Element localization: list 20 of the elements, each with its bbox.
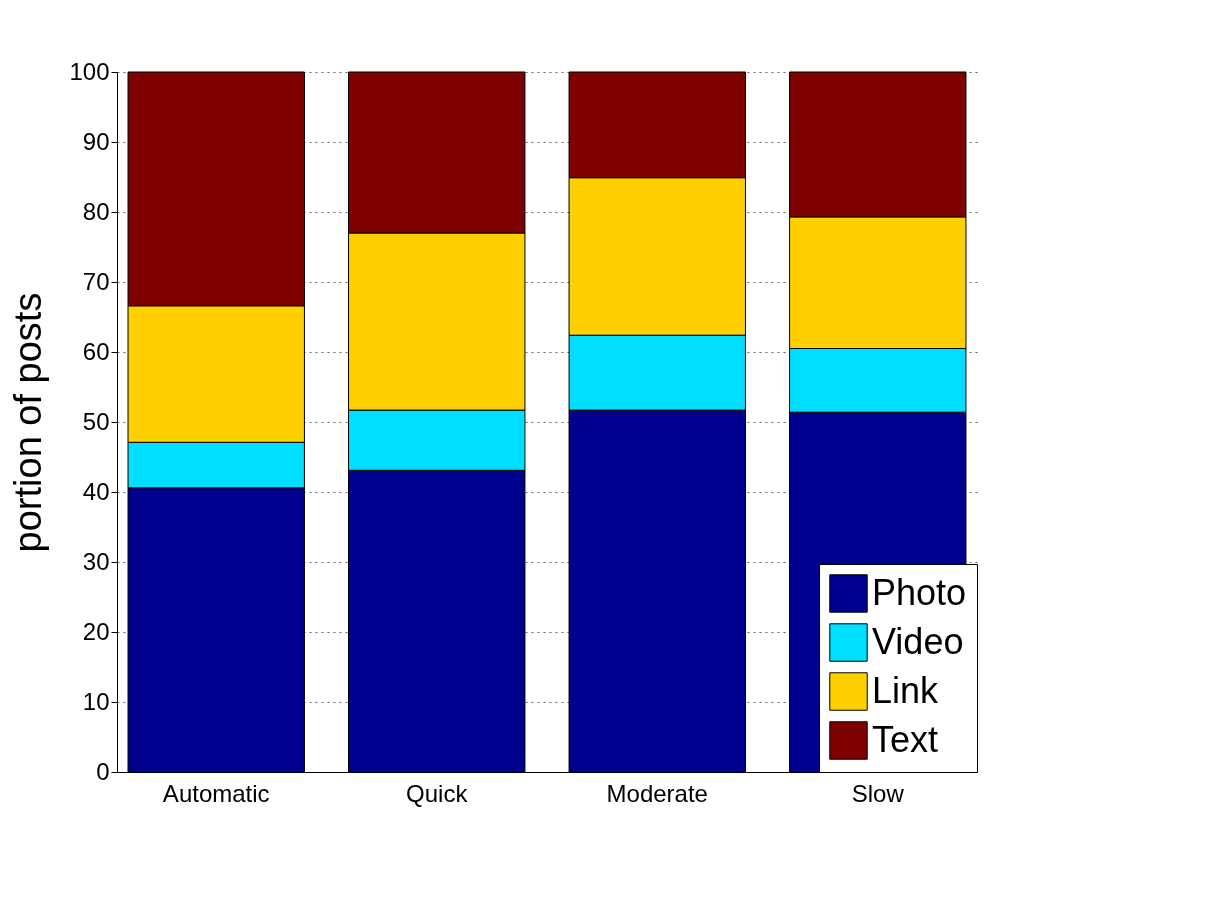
x-tick-label: Slow [851,779,905,807]
x-tick-label: Automatic [162,779,270,807]
y-tick-label: 100 [69,57,110,85]
y-axis-title: portion of posts [7,292,50,553]
y-tick-label: 10 [82,687,110,715]
legend-label: Photo [872,571,967,613]
y-tick-label: 90 [82,127,110,155]
y-tick-label: 40 [82,477,110,505]
legend-label: Text [872,718,939,760]
y-tick-label: 20 [82,617,110,645]
x-tick-label: Moderate [606,779,708,807]
x-tick-label: Quick [406,779,469,807]
y-tick-label: 60 [82,337,110,365]
y-tick-label: 70 [82,267,110,295]
legend-label: Link [872,669,940,711]
y-tick-label: 30 [82,547,110,575]
y-tick-label: 50 [82,407,110,435]
y-tick-label: 80 [82,197,110,225]
y-tick-label: 0 [96,757,110,785]
legend-label: Video [872,620,964,662]
